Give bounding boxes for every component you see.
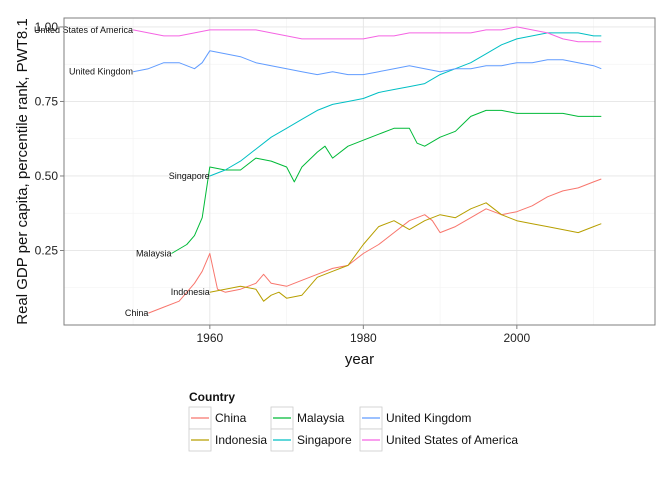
series-line-united-states-of-america [133,26,602,43]
series-annotation-indonesia: Indonesia [171,287,210,297]
y-axis-title: Real GDP per capita, percentile rank, PW… [14,18,31,325]
x-axis-title: year [345,351,374,368]
grid-major [64,18,655,325]
legend-label-indonesia: Indonesia [215,433,267,447]
series-annotation-united-kingdom: United Kingdom [69,67,133,77]
series-line-indonesia [209,202,602,302]
legend-label-china: China [215,411,247,425]
plot-panel-border [63,17,656,326]
series-lines [133,26,602,314]
legend-label-singapore: Singapore [297,433,352,447]
series-annotation-malaysia: Malaysia [136,248,172,258]
series-annotation-united-states-of-america: United States of America [34,25,133,35]
series-line-china [148,178,602,314]
series-annotation-singapore: Singapore [169,171,210,181]
y-tick-label: 1.00 [35,20,59,34]
y-tick-label: 0.50 [35,169,59,183]
series-line-singapore [209,32,602,177]
grid-minor [64,18,655,325]
x-tick-label: 2000 [503,331,530,345]
y-tick-label: 0.75 [35,94,59,108]
legend-label-united-states-of-america: United States of America [386,433,518,447]
series-line-united-kingdom [133,50,602,76]
axis-ticks: 1960 1980 2000 0.25 0.50 0.75 1.00 [35,20,531,345]
legend-label-malaysia: Malaysia [297,411,345,425]
series-line-malaysia [171,109,602,254]
series-annotation-china: China [125,308,149,318]
legend: Country China Indonesia Malaysia Singapore U… [188,390,518,452]
legend-title: Country [189,390,235,404]
legend-label-united-kingdom: United Kingdom [386,411,471,425]
y-tick-label: 0.25 [35,243,59,257]
x-tick-label: 1960 [196,331,223,345]
series-annotations: China Indonesia Malaysia Singapore United Ki… [34,25,210,318]
x-tick-label: 1980 [350,331,377,345]
